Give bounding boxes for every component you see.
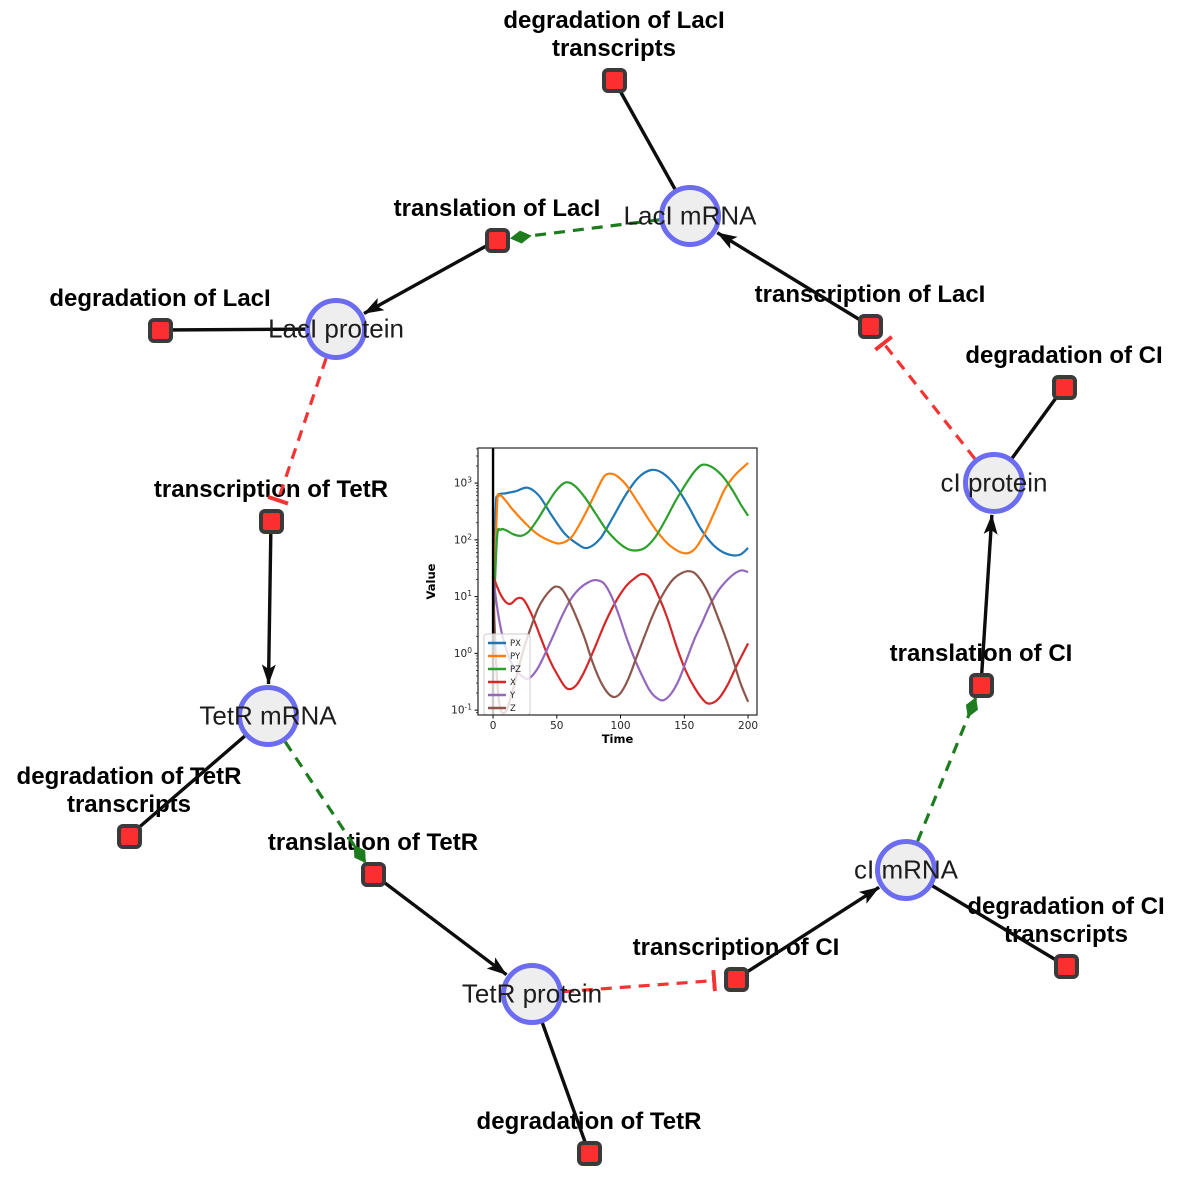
- edge-modifier: [509, 218, 660, 244]
- reaction-label-transl_lacI: translation of LacI: [393, 195, 601, 222]
- reaction-node-deg_lacI: [147, 317, 173, 343]
- reaction-node-transc_tetR: [258, 508, 284, 534]
- species-label-lacI_mRNA: LacI mRNA: [623, 200, 757, 231]
- species-node-lacI_protein: [305, 298, 367, 360]
- edge-link: [905, 868, 1067, 968]
- species-node-tetR_mRNA: [237, 685, 299, 747]
- reaction-label-deg_tetR: degradation of TetR: [476, 1108, 702, 1135]
- legend-label-Y: Y: [509, 691, 516, 701]
- y-tick-label: 100: [454, 646, 472, 660]
- edge-inhibition: [562, 969, 717, 994]
- edge-modifier: [916, 697, 978, 842]
- species-label-tetR_mRNA: TetR mRNA: [199, 700, 337, 731]
- x-tick-label: 50: [550, 720, 563, 732]
- x-tick-label: 0: [490, 720, 497, 732]
- reaction-label-transc_lacI: transcription of LacI: [754, 281, 986, 308]
- x-axis-label: Time: [602, 732, 634, 746]
- series-line-PX: [491, 468, 749, 637]
- species-label-cI_protein: cI protein: [940, 467, 1048, 498]
- reaction-node-transl_cI: [968, 672, 994, 698]
- series-line-Y: [491, 569, 749, 702]
- reaction-label-deg_cI_tr: degradation of CI transcripts: [967, 893, 1165, 948]
- edge-production: [735, 885, 881, 981]
- edge-inhibition: [874, 335, 977, 460]
- x-tick-label: 200: [738, 720, 758, 732]
- legend-label-PY: PY: [510, 652, 521, 662]
- timeseries-plot-svg: 0 50 100 150 20010-1100101102103TimeValuePXP…: [425, 447, 758, 746]
- x-tick-label: 100: [611, 720, 631, 732]
- timeseries-plot: 0 50 100 150 200 10-1 100 101 102 103 Time Value PX P…: [425, 437, 770, 759]
- legend-label-Z: Z: [510, 704, 516, 714]
- y-tick-label: 101: [454, 589, 472, 603]
- reaction-node-transl_lacI: [484, 227, 510, 253]
- reaction-node-deg_lacI_tr: [601, 67, 627, 93]
- species-node-lacI_mRNA: [659, 185, 721, 247]
- reaction-node-deg_tetR: [576, 1140, 602, 1166]
- reaction-node-transl_tetR: [360, 861, 386, 887]
- reaction-label-transl_tetR: translation of TetR: [267, 829, 479, 856]
- species-node-tetR_protein: [501, 963, 563, 1025]
- legend-label-PZ: PZ: [510, 665, 521, 675]
- reaction-node-deg_cI: [1051, 374, 1077, 400]
- edge-production: [371, 872, 508, 977]
- y-tick-label: 102: [454, 532, 472, 546]
- edge-production: [261, 520, 276, 685]
- reaction-label-deg_cI: degradation of CI: [965, 342, 1163, 369]
- axes-frame: [477, 447, 758, 716]
- reaction-label-deg_lacI: degradation of LacI: [49, 285, 271, 312]
- reaction-node-transc_cI: [723, 966, 749, 992]
- species-node-cI_mRNA: [875, 839, 937, 901]
- y-axis-label: Value: [425, 563, 438, 599]
- x-tick-label: 150: [674, 720, 694, 732]
- edge-production: [979, 514, 998, 686]
- species-node-cI_protein: [963, 452, 1025, 514]
- y-tick-label: 103: [454, 476, 472, 490]
- species-label-cI_mRNA: cI mRNA: [854, 854, 958, 885]
- reaction-label-deg_lacI_tr: degradation of LacI transcripts: [503, 7, 725, 62]
- reaction-node-deg_tetR_tr: [116, 823, 142, 849]
- y-tick-label: 10-1: [451, 703, 472, 717]
- series-line-PY: [491, 462, 749, 637]
- species-label-lacI_protein: LacI protein: [268, 313, 404, 344]
- plot-series-group: [491, 448, 750, 715]
- edge-modifier: [283, 740, 367, 864]
- reaction-node-deg_cI_tr: [1053, 953, 1079, 979]
- reaction-node-transc_lacI: [857, 313, 883, 339]
- edge-inhibition: [267, 357, 328, 506]
- reaction-label-deg_tetR_tr: degradation of TetR transcripts: [16, 763, 242, 818]
- reaction-label-transc_cI: transcription of CI: [632, 934, 840, 961]
- edge-production: [716, 231, 871, 328]
- legend-label-PX: PX: [510, 639, 521, 649]
- species-label-tetR_protein: TetR protein: [461, 978, 603, 1009]
- series-line-X: [491, 572, 750, 705]
- legend-label-X: X: [510, 678, 516, 688]
- series-line-PZ: [491, 463, 750, 637]
- edge-production: [363, 238, 498, 315]
- plot-legend: PX PY PZ XYZ: [483, 633, 531, 716]
